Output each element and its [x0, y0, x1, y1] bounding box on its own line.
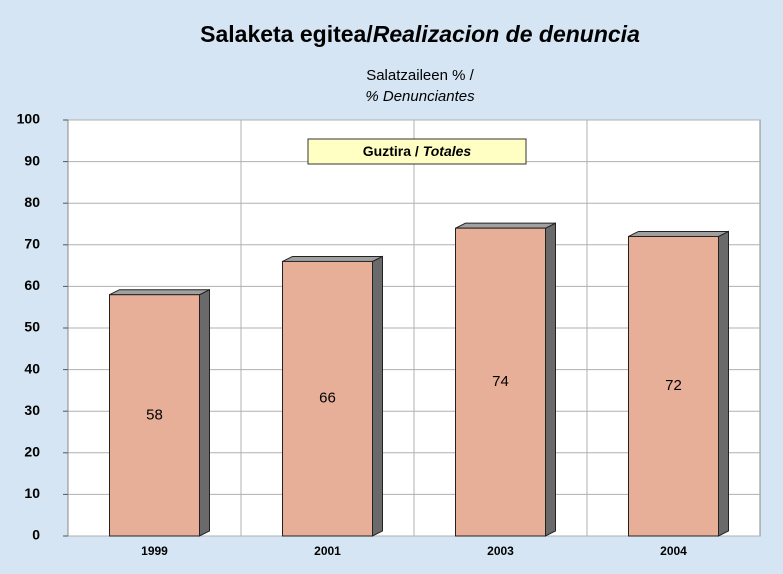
y-tick-label: 50: [24, 319, 40, 335]
x-tick-label: 2001: [314, 544, 341, 558]
x-tick-label: 2003: [487, 544, 514, 558]
bar-top: [109, 289, 210, 296]
subtitle: Salatzaileen % /: [366, 67, 474, 84]
y-tick-label: 20: [24, 444, 40, 460]
y-tick-label: 80: [24, 194, 40, 210]
title-part: Realizacion de denuncia: [373, 21, 640, 47]
data-label: 66: [319, 390, 336, 407]
bar-side: [545, 222, 556, 537]
annotation: Guztira / Totales: [363, 143, 472, 159]
bar-side: [718, 230, 729, 537]
data-label: 74: [492, 373, 509, 390]
y-tick-label: 40: [24, 360, 40, 376]
bar: [455, 227, 546, 537]
data-label: 58: [146, 406, 163, 423]
bar: [628, 235, 719, 537]
annotation-part: Totales: [423, 143, 472, 159]
y-tick-label: 60: [24, 277, 40, 293]
y-tick-label: 0: [32, 527, 40, 543]
y-tick-label: 100: [17, 111, 41, 127]
bar-top: [282, 255, 383, 262]
bars: 58 66 74 72: [109, 222, 729, 537]
y-tick-label: 70: [24, 236, 40, 252]
y-tick-label: 10: [24, 485, 40, 501]
bar: [282, 260, 373, 537]
bar-top: [628, 230, 729, 237]
bar: [109, 294, 200, 537]
y-tick-label: 30: [24, 402, 40, 418]
chart-title: Salaketa egitea/Realizacion de denuncia: [200, 21, 640, 47]
bar-top: [455, 222, 556, 229]
data-label: 72: [665, 377, 682, 394]
y-tick-label: 90: [24, 152, 40, 168]
x-tick-label: 2004: [660, 544, 687, 558]
subtitle: % Denunciantes: [365, 88, 475, 105]
annotation-part: Guztira /: [363, 143, 423, 159]
bar-side: [199, 288, 210, 537]
annotation-box: [307, 138, 527, 165]
x-tick-label: 1999: [141, 544, 168, 558]
bar-side: [372, 255, 383, 537]
title-part: Salaketa egitea/: [200, 21, 373, 47]
